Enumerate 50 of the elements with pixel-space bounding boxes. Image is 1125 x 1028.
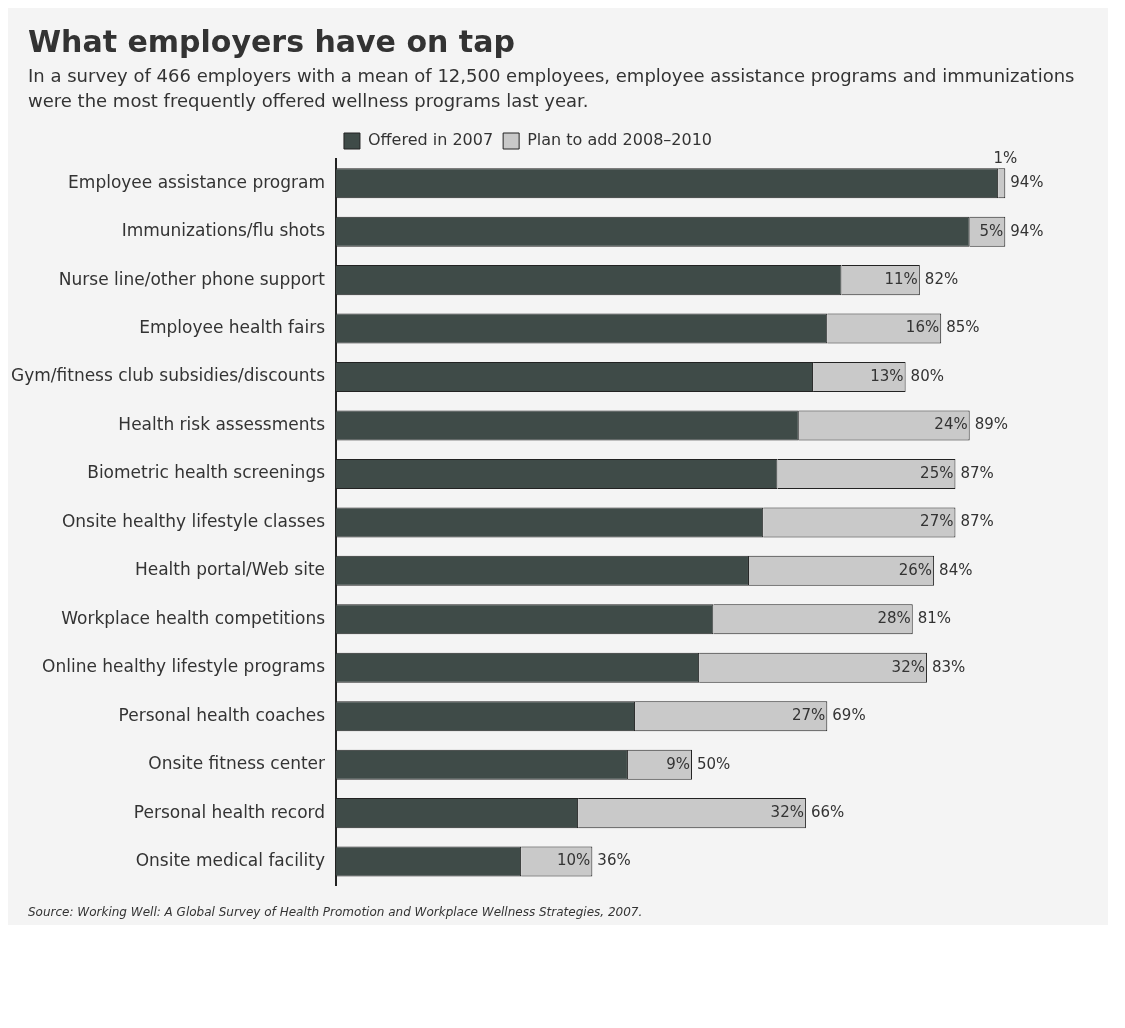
y-tick-label: Nurse line/other phone support xyxy=(58,268,326,289)
total-label: 80% xyxy=(910,367,944,386)
total-label: 50% xyxy=(697,754,731,773)
y-tick-label: Gym/fitness club subsidies/discounts xyxy=(10,365,326,386)
y-tick-label: Personal health coaches xyxy=(118,705,326,726)
data-label: 28% xyxy=(877,609,911,628)
total-label: 87% xyxy=(960,464,994,483)
y-tick-label: Onsite healthy lifestyle classes xyxy=(61,511,326,532)
total-label: 82% xyxy=(924,270,959,289)
source-note: Source: Working Well: A Global Survey of Health Promotion and Workplace Wellness Strategies, 2007. xyxy=(27,904,644,922)
legend-label: Offered in 2007 xyxy=(367,130,494,150)
data-label: 25% xyxy=(920,464,954,483)
total-label: 84% xyxy=(939,561,973,580)
data-label: 27% xyxy=(791,706,826,725)
y-tick-label: Employee health fairs xyxy=(139,317,326,338)
chart-title: What employers have on tap xyxy=(27,23,516,61)
y-tick-label: Biometric health screenings xyxy=(87,462,326,483)
y-tick-label: Health risk assessments xyxy=(118,414,326,435)
total-label: 83% xyxy=(931,658,966,677)
total-label: 36% xyxy=(597,851,631,870)
y-tick-label: Immunizations/flu shots xyxy=(121,220,326,241)
total-label: 94% xyxy=(1010,221,1044,240)
data-label: 9% xyxy=(666,754,691,773)
data-label: 24% xyxy=(934,415,968,434)
legend-label: Plan to add 2008–2010 xyxy=(527,130,713,150)
total-label: 85% xyxy=(946,318,980,337)
total-label: 87% xyxy=(960,512,994,531)
data-label: 32% xyxy=(770,803,804,822)
data-label: 5% xyxy=(979,221,1004,240)
total-label: 89% xyxy=(974,415,1009,434)
y-tick-label: Health portal/Web site xyxy=(134,559,326,580)
y-tick-label: Personal health record xyxy=(133,801,326,822)
data-label: 1% xyxy=(993,149,1018,168)
chart-subtitle: In a survey of 466 employers with a mean of 12,500 employees, employee assistance programs and immunizations were the most frequently offered wellness programs last year. xyxy=(27,64,1076,114)
data-label: 16% xyxy=(905,318,940,337)
total-label: 94% xyxy=(1010,173,1044,192)
total-label: 69% xyxy=(832,706,866,725)
total-label: 66% xyxy=(810,803,845,822)
y-tick-label: Workplace health competitions xyxy=(61,608,326,629)
data-label: 32% xyxy=(891,658,925,677)
data-label: 13% xyxy=(870,367,904,386)
data-label: 10% xyxy=(557,851,591,870)
y-tick-label: Employee assistance program xyxy=(68,172,326,193)
data-label: 26% xyxy=(898,561,933,580)
y-tick-label: Online healthy lifestyle programs xyxy=(42,656,326,677)
data-label: 11% xyxy=(884,270,918,289)
data-label: 27% xyxy=(920,512,954,531)
y-tick-label: Onsite fitness center xyxy=(148,753,326,774)
y-tick-label: Onsite medical facility xyxy=(135,850,326,871)
total-label: 81% xyxy=(917,609,952,628)
